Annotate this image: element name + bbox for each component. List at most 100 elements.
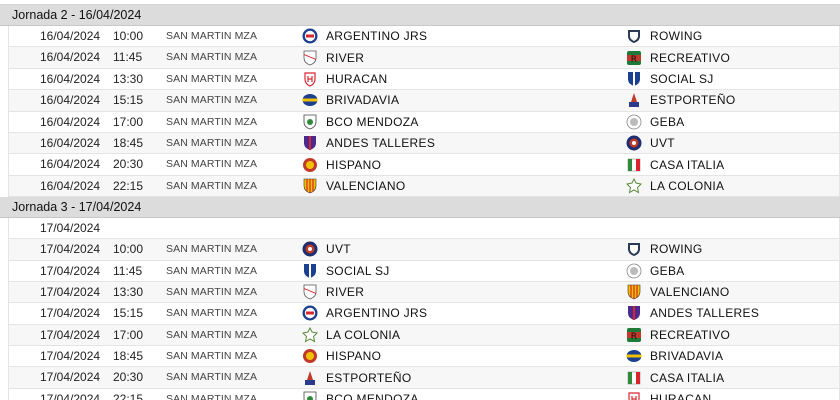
match-date: 16/04/2024 <box>40 135 101 150</box>
bco-mendoza-crest-icon <box>302 114 318 130</box>
away-team[interactable]: ESTPORTEÑO <box>626 90 735 110</box>
match-row[interactable]: 17/04/2024 13:30 SAN MARTIN MZA RIVER VALENC… <box>8 281 840 304</box>
match-date: 16/04/2024 <box>40 93 101 108</box>
match-date: 16/04/2024 <box>40 71 101 86</box>
home-team[interactable]: BCO MENDOZA <box>302 389 419 400</box>
uvt-crest-icon <box>302 241 318 257</box>
social-sj-crest-icon <box>302 263 318 279</box>
recreativo-crest-icon: R <box>626 327 642 343</box>
match-row[interactable]: 17/04/2024 17:00 SAN MARTIN MZA LA COLONIA R… <box>8 324 840 347</box>
match-venue: SAN MARTIN MZA <box>166 158 258 171</box>
home-team-name: ARGENTINO JRS <box>326 29 428 44</box>
away-team[interactable]: GEBA <box>626 261 685 281</box>
uvt-crest-icon <box>626 135 642 151</box>
huracan-crest-icon <box>626 391 642 400</box>
away-team[interactable]: CASA ITALIA <box>626 154 724 174</box>
home-team[interactable]: BRIVADAVIA <box>302 90 399 110</box>
away-team[interactable]: CASA ITALIA <box>626 367 724 387</box>
away-team-name: CASA ITALIA <box>650 157 725 172</box>
away-team[interactable]: HURACAN <box>626 389 711 400</box>
round-header: Jornada 2 - 16/04/2024 <box>0 5 840 26</box>
match-time: 18:45 <box>113 135 144 150</box>
match-row[interactable]: 16/04/2024 13:30 SAN MARTIN MZA HURACAN SOCI… <box>8 68 840 91</box>
away-team[interactable]: UVT <box>626 133 675 153</box>
match-row[interactable]: 17/04/2024 20:30 SAN MARTIN MZA ESTPORTEÑO C… <box>8 367 840 389</box>
home-team-name: RIVER <box>326 285 365 300</box>
away-team[interactable]: LA COLONIA <box>626 176 724 196</box>
home-team[interactable]: SOCIAL SJ <box>302 261 390 281</box>
match-venue: SAN MARTIN MZA <box>166 51 258 64</box>
away-team-name: ANDES TALLERES <box>650 306 760 321</box>
home-team[interactable]: RIVER <box>302 282 364 302</box>
match-row[interactable]: 16/04/2024 18:45 SAN MARTIN MZA ANDES TALLE… <box>8 132 840 155</box>
home-team[interactable]: ANDES TALLERES <box>302 133 435 153</box>
match-row[interactable]: 16/04/2024 22:15 SAN MARTIN MZA VALENCIANO L… <box>8 175 840 198</box>
away-team[interactable]: BRIVADAVIA <box>626 346 723 366</box>
argentino-crest-icon <box>302 305 318 321</box>
match-row[interactable]: 16/04/2024 15:15 SAN MARTIN MZA BRIVADAVIA E… <box>8 90 840 112</box>
home-team-name: HISPANO <box>326 349 382 364</box>
away-team[interactable]: R RECREATIVO <box>626 325 730 345</box>
away-team[interactable]: SOCIAL SJ <box>626 69 714 89</box>
home-team[interactable]: ARGENTINO JRS <box>302 303 427 323</box>
home-team[interactable]: HURACAN <box>302 69 387 89</box>
away-team[interactable]: ANDES TALLERES <box>626 303 759 323</box>
svg-text:R: R <box>631 55 638 65</box>
social-sj-crest-icon <box>626 71 642 87</box>
home-team[interactable]: HISPANO <box>302 346 381 366</box>
match-time: 10:00 <box>113 242 144 257</box>
argentino-crest-icon <box>302 28 318 44</box>
away-team[interactable]: GEBA <box>626 112 685 132</box>
home-team[interactable]: VALENCIANO <box>302 176 405 196</box>
away-team-name: ROWING <box>650 29 703 44</box>
home-team[interactable]: HISPANO <box>302 154 381 174</box>
home-team-name: VALENCIANO <box>326 178 406 193</box>
away-team[interactable]: ROWING <box>626 26 702 46</box>
away-team-name: LA COLONIA <box>650 178 725 193</box>
match-row[interactable]: 17/04/2024 10:00 SAN MARTIN MZA UVT ROWING <box>8 239 840 261</box>
home-team[interactable]: LA COLONIA <box>302 325 400 345</box>
match-row[interactable]: 16/04/2024 17:00 SAN MARTIN MZA BCO MENDOZA… <box>8 111 840 133</box>
round-header: Jornada 3 - 17/04/2024 <box>0 197 840 219</box>
home-team-name: HISPANO <box>326 157 382 172</box>
away-team[interactable]: VALENCIANO <box>626 282 729 302</box>
match-date: 17/04/2024 <box>40 349 101 364</box>
match-date: 17/04/2024 <box>40 242 101 257</box>
home-team[interactable]: RIVER <box>302 47 364 67</box>
away-team-name: RECREATIVO <box>650 50 731 65</box>
match-date: 17/04/2024 <box>40 221 101 236</box>
casa-italia-crest-icon <box>626 370 642 386</box>
away-team-name: RECREATIVO <box>650 327 731 342</box>
home-team[interactable]: UVT <box>302 239 351 259</box>
home-team-name: BCO MENDOZA <box>326 114 419 129</box>
match-time: 13:30 <box>113 71 144 86</box>
match-date: 16/04/2024 <box>40 157 101 172</box>
away-team[interactable]: R RECREATIVO <box>626 47 730 67</box>
away-team-name: HURACAN <box>650 392 712 400</box>
match-time: 20:30 <box>113 157 144 172</box>
hispano-crest-icon <box>302 348 318 364</box>
home-team[interactable]: ARGENTINO JRS <box>302 26 427 46</box>
match-row[interactable]: 16/04/2024 20:30 SAN MARTIN MZA HISPANO CASA… <box>8 154 840 176</box>
home-team-name: BCO MENDOZA <box>326 392 419 400</box>
match-row[interactable]: 16/04/2024 11:45 SAN MARTIN MZA RIVER R RECRE… <box>8 47 840 69</box>
home-team[interactable]: BCO MENDOZA <box>302 112 419 132</box>
match-row[interactable]: 17/04/2024 22:15 SAN MARTIN MZA BCO MENDOZA… <box>8 388 840 400</box>
match-row[interactable]: 16/04/2024 10:00 SAN MARTIN MZA ARGENTINO J… <box>8 26 840 48</box>
svg-text:R: R <box>631 332 638 342</box>
match-date: 17/04/2024 <box>40 284 101 299</box>
match-date: 17/04/2024 <box>40 327 101 342</box>
valenciano-crest-icon <box>626 284 642 300</box>
match-venue: SAN MARTIN MZA <box>166 115 258 128</box>
away-team[interactable]: ROWING <box>626 239 702 259</box>
match-time: 13:30 <box>113 284 144 299</box>
match-row[interactable]: 17/04/2024 15:15 SAN MARTIN MZA ARGENTINO J… <box>8 303 840 325</box>
casa-italia-crest-icon <box>626 157 642 173</box>
match-date: 17/04/2024 <box>40 306 101 321</box>
match-row[interactable]: 17/04/2024 18:45 SAN MARTIN MZA HISPANO BRIV… <box>8 346 840 368</box>
match-venue: SAN MARTIN MZA <box>166 179 258 192</box>
huracan-crest-icon <box>302 71 318 87</box>
home-team[interactable]: ESTPORTEÑO <box>302 367 411 387</box>
match-row[interactable]: 17/04/2024 11:45 SAN MARTIN MZA SOCIAL SJ GE… <box>8 260 840 282</box>
